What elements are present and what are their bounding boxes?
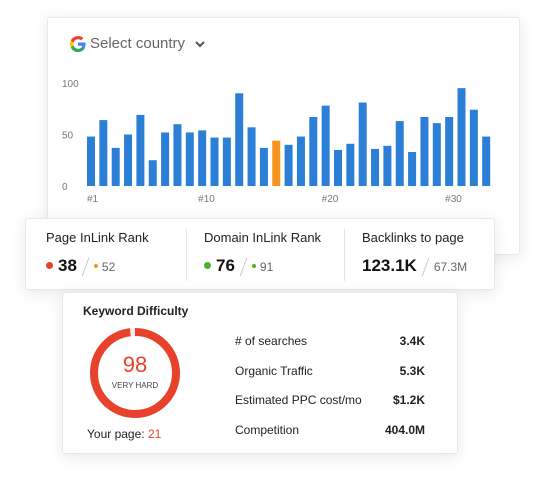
bar	[185, 132, 194, 186]
metric-value: 3.4K	[399, 334, 425, 348]
chevron[interactable]	[195, 40, 205, 48]
bar	[136, 114, 145, 186]
bar	[87, 136, 95, 186]
bar-chart: 0 50 100 #1 #10 #20 #30	[62, 79, 491, 205]
slash	[239, 257, 248, 277]
bar	[321, 105, 330, 186]
your-page-label: Your page:	[87, 427, 145, 441]
bar	[346, 143, 355, 186]
metric-value: 404.0M	[384, 422, 425, 437]
bar	[222, 137, 231, 186]
bar	[334, 149, 342, 186]
bar	[198, 130, 207, 186]
bar	[469, 109, 478, 186]
metric-label: # of searches	[235, 334, 308, 348]
keyword-card: Keyword Difficulty 98 VERY HARD Your page…	[62, 292, 458, 454]
divider	[344, 229, 345, 281]
bar	[173, 124, 182, 186]
rank-value: 123.1K	[362, 256, 417, 275]
bar	[247, 127, 256, 186]
slash	[421, 257, 430, 277]
rank-dot-secondary	[251, 263, 256, 268]
rank-label: Backlinks to page	[362, 230, 464, 245]
bar	[210, 137, 219, 186]
rank-values: 123.1K 67.3M	[362, 256, 467, 277]
country-dropdown[interactable]: Select country	[90, 35, 205, 52]
slash	[81, 257, 90, 277]
rank-secondary: 91	[259, 260, 274, 274]
bar	[161, 132, 170, 186]
bar	[124, 134, 133, 186]
rank-secondary: 52	[101, 260, 116, 274]
y-tick-label: 50	[62, 131, 74, 142]
bar	[482, 136, 491, 186]
metric-value: 5.3K	[399, 363, 425, 378]
dropdown-label[interactable]: Select country	[90, 35, 186, 52]
metric-label: Competition	[235, 422, 300, 437]
rank-dot	[46, 262, 53, 270]
x-tick-label: #30	[445, 194, 462, 205]
x-tick-label: #20	[322, 194, 339, 205]
keyword-title: Keyword Difficulty	[83, 304, 189, 318]
metric-label: Organic Traffic	[235, 363, 313, 378]
bar	[371, 148, 380, 186]
rank-card: Page InLink Rank 38 52 Domain InLink Rank 76…	[25, 218, 495, 290]
gauge: 98 VERY HARD	[90, 328, 180, 418]
google-icon	[70, 36, 86, 52]
bar	[358, 102, 367, 186]
bar	[383, 145, 392, 186]
bar	[272, 140, 281, 186]
x-tick-label: #10	[198, 194, 215, 205]
gauge-level: VERY HARD	[112, 381, 159, 390]
bar	[148, 160, 157, 186]
bar	[445, 116, 454, 186]
bar	[457, 88, 466, 186]
y-tick-label: 100	[62, 79, 79, 90]
bar	[111, 147, 120, 186]
bar	[259, 147, 268, 186]
your-page: Your page: 21	[87, 427, 161, 441]
bar	[309, 116, 318, 186]
bar	[235, 93, 244, 186]
rank-value: 76	[216, 256, 235, 275]
rank-dot-secondary	[93, 263, 98, 268]
y-tick-label: 0	[62, 182, 68, 193]
rank-values: 38 52	[46, 256, 115, 277]
rank-values: 76 91	[204, 256, 273, 277]
bar	[408, 152, 417, 186]
rank-secondary: 67.3M	[433, 260, 468, 274]
rank-value: 38	[58, 256, 77, 275]
gauge-arc	[90, 328, 180, 418]
bar	[395, 121, 404, 186]
bar	[296, 136, 305, 186]
metric-value: $1.2K	[392, 393, 425, 407]
bar	[432, 123, 441, 186]
rank-label: Domain InLink Rank	[204, 230, 322, 245]
gauge-score: 98	[123, 352, 147, 377]
your-page-value: 21	[147, 427, 162, 441]
divider	[186, 229, 187, 281]
rank-dot	[204, 262, 211, 270]
bar	[99, 120, 108, 186]
metric-label: Estimated PPC cost/mo	[235, 393, 362, 407]
x-tick-label: #1	[87, 194, 99, 205]
bar	[420, 116, 429, 186]
bar	[284, 144, 293, 186]
rank-label: Page InLink Rank	[46, 230, 149, 245]
